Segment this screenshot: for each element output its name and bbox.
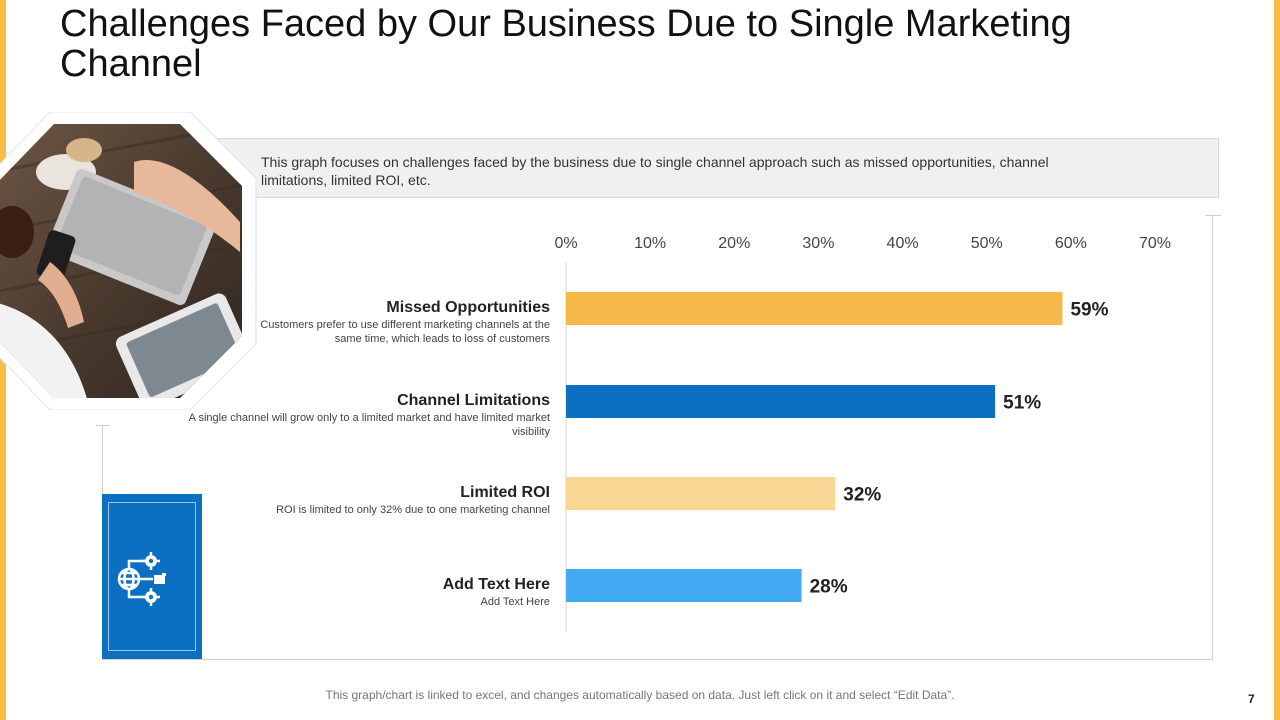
category-title: Add Text Here [442,576,550,593]
category-description: A single channel will grow only to a lim… [188,412,550,438]
frame-tick-right [1205,215,1221,216]
slide-title: Challenges Faced by Our Business Due to … [60,3,1072,85]
frame-line-bottom [102,659,1213,660]
bar-value-label: 32% [843,485,881,506]
category-add-text-here: Add Text Here Add Text Here [250,575,550,609]
x-tick-label: 0% [554,235,577,252]
icon-panel-border [108,502,196,651]
page-number: 7 [1248,692,1255,706]
bar-channel-limitations [566,385,996,418]
category-missed-opportunities: Missed Opportunities Customers prefer to… [250,298,550,346]
x-tick-label: 20% [718,235,750,252]
workspace-photo [0,112,257,410]
frame-line-right [1212,215,1213,660]
frame-tick-left [96,425,110,426]
x-tick-label: 50% [971,235,1003,252]
bar-limited-roi [566,477,836,510]
right-accent-edge [1274,0,1280,720]
x-axis-ticks: 0% 10% 20% 30% 40% 50% 60% 70% [554,235,1171,252]
description-text: This graph focuses on challenges faced b… [261,154,1049,188]
category-channel-limitations: Channel Limitations A single channel wil… [180,391,550,439]
category-limited-roi: Limited ROI ROI is limited to only 32% d… [210,483,550,517]
bar-add-text-here [566,569,802,602]
x-tick-label: 10% [634,235,666,252]
x-tick-label: 70% [1139,235,1171,252]
x-tick-label: 40% [887,235,919,252]
x-tick-label: 60% [1055,235,1087,252]
bar-missed-opportunities [566,292,1063,325]
category-description: Customers prefer to use different market… [260,319,550,345]
bar-value-label: 28% [810,577,848,598]
network-icon-panel [102,494,202,659]
category-description: ROI is limited to only 32% due to one ma… [276,504,550,516]
network-globe-gears-icon [117,552,166,606]
bar-value-label: 59% [1070,300,1108,321]
bar-value-label: 51% [1003,393,1041,414]
footnote: This graph/chart is linked to excel, and… [325,688,955,702]
category-title: Channel Limitations [397,392,550,409]
category-title: Limited ROI [460,484,550,501]
category-title: Missed Opportunities [386,299,550,316]
x-tick-label: 30% [802,235,834,252]
category-description: Add Text Here [480,596,550,608]
bars-group: 59% 51% 32% 28% [566,292,1109,602]
